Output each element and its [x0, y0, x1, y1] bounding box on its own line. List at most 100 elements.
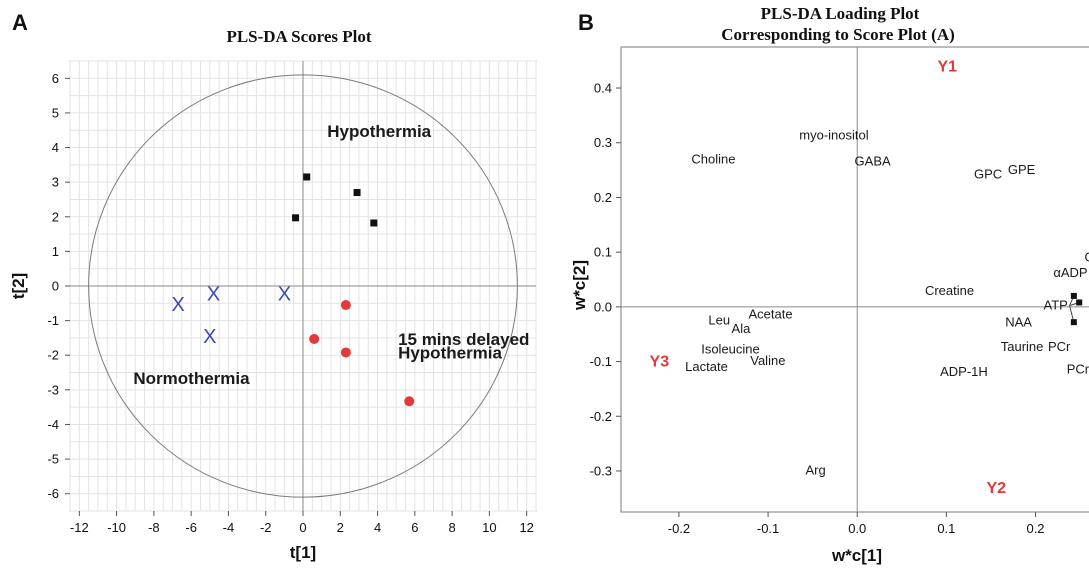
metabolite-label: PCr-1H — [1067, 362, 1089, 377]
score-point-x: X — [203, 326, 216, 348]
loading-plot-panel: B PLS-DA Loading Plot Corresponding to S… — [570, 4, 1089, 565]
x-tick-label: -12 — [70, 520, 89, 535]
x-tick-label: 12 — [519, 520, 533, 535]
metabolite-label: Acetate — [748, 306, 792, 321]
y-tick-label: 0.3 — [594, 135, 612, 150]
panel-letter-b: B — [578, 10, 594, 35]
scores-plot-panel: A PLS-DA Scores Plot -12 -1 0 -8 -6 -4 -2 0 2 4 6 8… — [9, 10, 537, 562]
score-point-square — [292, 214, 300, 222]
y-tick-label: 6 — [52, 71, 59, 86]
y-tick-label: -2 — [47, 348, 59, 363]
scores-plot-title: PLS-DA Scores Plot — [226, 27, 371, 46]
metabolite-label: myo-inositol — [799, 127, 868, 142]
group-annotation: Hypothermia — [327, 122, 431, 141]
x-tick-label: 2 — [337, 520, 344, 535]
y-variable-label: Y2 — [986, 480, 1006, 497]
scores-plot-x-ticks: -12 -10 -8 -6 -4 -2 0 2 4 6 8 10 12 — [70, 511, 534, 535]
metabolite-label: Isoleucine — [701, 341, 760, 356]
score-point-circle — [340, 347, 351, 358]
metabolite-label: ATP — [1044, 298, 1068, 313]
score-point-circle — [309, 333, 320, 344]
metabolite-label: Taurine — [1001, 339, 1044, 354]
metabolite-label: ADP-1H — [940, 364, 988, 379]
x-tick-label: 6 — [411, 520, 418, 535]
loading-plot-area — [620, 46, 1089, 513]
metabolite-label: PCr — [1048, 339, 1071, 354]
metabolite-labels: myo-inositol Choline GABA GPC GPE GluαADP Crea… — [685, 127, 1089, 477]
y-variable-label: Y1 — [937, 59, 957, 76]
y-tick-label: -6 — [47, 486, 59, 501]
y-tick-label: -1 — [47, 313, 59, 328]
loading-plot-subtitle: Corresponding to Score Plot (A) — [721, 25, 955, 44]
y-variable-labels: Y1 Y2 Y3 — [650, 59, 1007, 497]
metabolite-label: GABA — [855, 154, 891, 169]
metabolite-label: Arg — [806, 462, 826, 477]
loading-plot-zero-lines — [621, 47, 1089, 512]
metabolite-label: Creatine — [925, 283, 974, 298]
loading-plot-title: PLS-DA Loading Plot — [761, 4, 920, 23]
metabolite-label: NAA — [1005, 315, 1032, 330]
group-annotation: Normothermia — [133, 369, 250, 388]
metabolite-label: Ala — [732, 321, 752, 336]
score-point-square — [370, 219, 378, 227]
scores-plot-zero-lines — [70, 61, 536, 511]
y-tick-label: -4 — [47, 417, 59, 432]
x-tick-label: -0.2 — [668, 521, 690, 536]
group-annotation: 15 mins delayed — [398, 330, 529, 349]
loading-point — [1070, 319, 1077, 326]
y-tick-label: 0.4 — [594, 81, 612, 96]
group-annotation: Hypothermia — [398, 344, 502, 363]
loading-plot-y-axis-title: w*c[2] — [570, 260, 589, 311]
scores-plot-x-axis-title: t[1] — [290, 543, 316, 562]
score-point-square — [303, 173, 311, 181]
y-tick-label: 1 — [52, 244, 59, 259]
metabolite-label: Valine — [750, 353, 785, 368]
y-tick-label: -0.3 — [590, 463, 612, 478]
score-point-square — [353, 189, 361, 197]
panel-letter-a: A — [12, 10, 28, 35]
loading-plot-y-ticks: -0.3 -0.2 -0.1 0.0 0.1 0.2 0.3 0.4 — [590, 81, 621, 478]
x-tick-label: 0.2 — [1026, 521, 1044, 536]
y-tick-label: 3 — [52, 175, 59, 190]
x-tick-label: -2 — [260, 520, 272, 535]
metabolite-label: αADP — [1053, 265, 1087, 280]
x-tick-label: -0.1 — [757, 521, 779, 536]
loading-point — [1070, 292, 1077, 299]
x-tick-label: 0.0 — [848, 521, 866, 536]
y-tick-label: 0.2 — [594, 190, 612, 205]
hotelling-ellipse — [88, 74, 518, 498]
y-variable-label: Y3 — [650, 353, 670, 370]
y-tick-label: -3 — [47, 382, 59, 397]
score-point-circle — [404, 396, 415, 407]
x-tick-label: -6 — [185, 520, 197, 535]
loading-plot-x-ticks: -0.2 -0.1 0.0 0.1 0.2 — [668, 512, 1045, 536]
loading-plot-x-axis-title: w*c[1] — [831, 546, 882, 565]
metabolite-label: GPE — [1008, 162, 1036, 177]
metabolite-label: Leu — [708, 312, 730, 327]
x-tick-label: 0.1 — [937, 521, 955, 536]
y-tick-label: 4 — [52, 140, 59, 155]
y-tick-label: 0 — [52, 279, 59, 294]
metabolite-label: GPC — [974, 166, 1002, 181]
loading-plot-points — [1070, 292, 1083, 326]
metabolite-label: Choline — [691, 152, 735, 167]
metabolite-label: Glu — [1085, 249, 1089, 264]
score-point-circle — [340, 300, 351, 311]
confidence-ellipse — [88, 74, 518, 498]
x-tick-label: 4 — [374, 520, 381, 535]
y-tick-label: -0.1 — [590, 354, 612, 369]
x-tick-label: 10 — [482, 520, 496, 535]
loading-point — [1076, 299, 1083, 306]
x-tick-label: 8 — [449, 520, 456, 535]
y-tick-label: 2 — [52, 209, 59, 224]
scores-plot-y-ticks: -6 -5 -4 -3 -2 -1 0 1 2 3 4 5 6 — [47, 71, 70, 501]
x-tick-label: -8 — [148, 520, 160, 535]
x-tick-label: 0 — [299, 520, 306, 535]
score-point-x: X — [278, 284, 291, 306]
scores-plot-points: X X XX — [171, 173, 415, 407]
metabolite-label: Lactate — [685, 359, 728, 374]
score-point-x: X — [207, 284, 220, 306]
y-tick-label: 5 — [52, 105, 59, 120]
